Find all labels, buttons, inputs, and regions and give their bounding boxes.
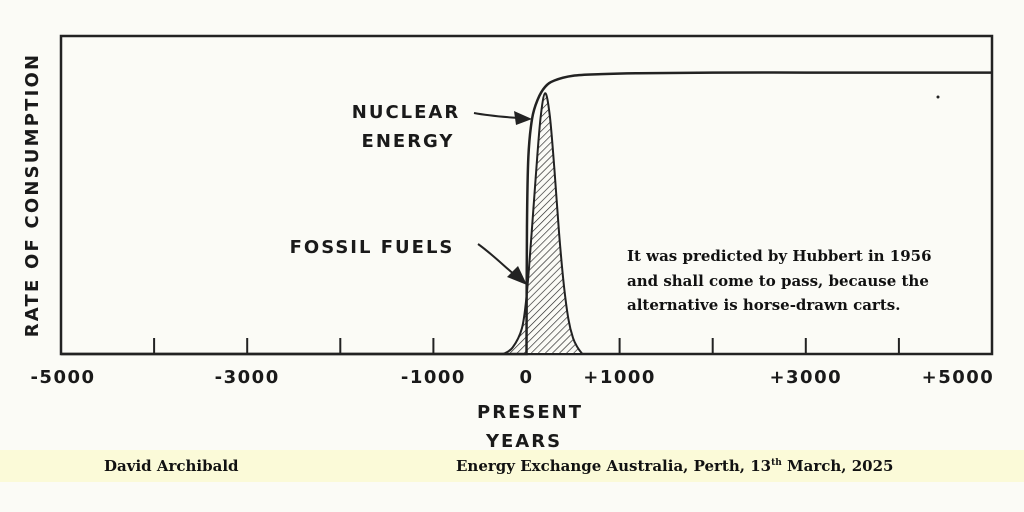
footer-event-ordinal: th [771, 458, 782, 468]
nuclear-energy-label-line1: NUCLEAR [352, 102, 460, 123]
y-axis-label: RATE OF CONSUMPTION [22, 53, 43, 338]
nuclear-energy-curve [61, 71, 992, 356]
footer-event-date: March, 2025 [781, 457, 894, 475]
x-tick-label: -1000 [401, 367, 466, 388]
footer-author: David Archibald [104, 457, 239, 475]
nuclear-energy-arrow [473, 112, 519, 119]
note-line-3: alternative is horse-drawn carts. [627, 296, 900, 314]
nuclear-energy-arrowhead [514, 111, 532, 125]
x-tick-label: +3000 [769, 367, 842, 388]
x-tick-label: +1000 [583, 367, 656, 388]
x-tick-labels: -5000 -3000 -1000 0 +1000 +3000 +5000 [30, 367, 995, 388]
x-tick-label: +5000 [922, 367, 995, 388]
speck [936, 95, 940, 99]
fossil-fuels-curve [499, 92, 585, 355]
footer-bar [0, 450, 1024, 482]
fossil-fuels-arrowhead [507, 266, 527, 285]
fossil-fuels-label: FOSSIL FUELS [290, 237, 455, 258]
x-tick-label: 0 [519, 367, 533, 388]
footer-event-main: Energy Exchange Australia, Perth, 13 [456, 457, 772, 475]
nuclear-energy-label-line2: ENERGY [362, 131, 455, 152]
x-tick-label: -3000 [215, 367, 280, 388]
footer-event: Energy Exchange Australia, Perth, 13th M… [456, 457, 893, 475]
x-axis-label-years: YEARS [485, 431, 562, 452]
note-line-1: It was predicted by Hubbert in 1956 [627, 247, 932, 265]
x-axis-label-present: PRESENT [477, 402, 583, 423]
x-tick-label: -5000 [30, 367, 95, 388]
note-line-2: and shall come to pass, because the [627, 272, 929, 290]
